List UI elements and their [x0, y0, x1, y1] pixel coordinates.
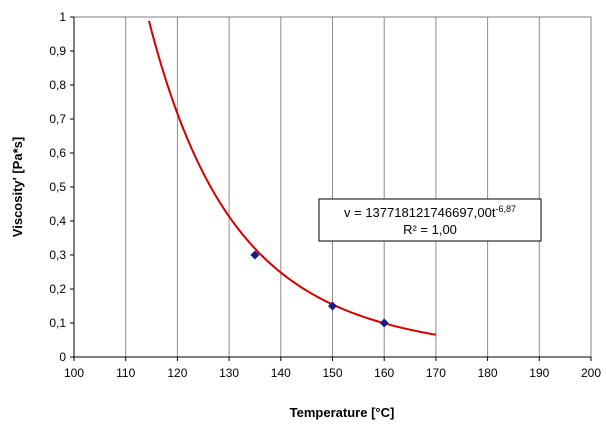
- equation-text: v = 137718121746697,00t-6,87: [344, 204, 516, 220]
- x-tick-label: 110: [116, 366, 135, 380]
- y-tick-label: 0,2: [49, 282, 66, 296]
- x-tick-label: 200: [581, 366, 601, 380]
- data-points-layer: [250, 250, 389, 328]
- y-tick-label: 0: [59, 350, 66, 364]
- y-tick-label: 0,1: [49, 316, 66, 330]
- y-tick-label: 0,3: [49, 248, 66, 262]
- x-tick-label: 180: [478, 366, 498, 380]
- x-tick-label: 190: [529, 366, 549, 380]
- x-tick-label: 130: [219, 366, 239, 380]
- y-axis-ticks: 0 0,1 0,2 0,3 0,4 0,5 0,6 0,7 0,8 0,9 1: [49, 10, 74, 364]
- x-tick-label: 120: [167, 366, 187, 380]
- y-tick-label: 0,5: [49, 180, 66, 194]
- equation-box: v = 137718121746697,00t-6,87 R² = 1,00: [318, 198, 542, 242]
- x-tick-label: 140: [271, 366, 291, 380]
- x-tick-label: 160: [374, 366, 394, 380]
- data-point: [250, 250, 260, 260]
- y-tick-label: 1: [59, 10, 66, 24]
- x-tick-label: 170: [426, 366, 446, 380]
- trendline-layer: [147, 20, 437, 336]
- y-tick-label: 0,9: [49, 44, 66, 58]
- y-tick-label: 0,6: [49, 146, 66, 160]
- equation-prefix: v = 137718121746697,00t: [344, 205, 496, 220]
- x-tick-label: 150: [322, 366, 342, 380]
- data-point: [328, 301, 337, 311]
- x-tick-label: 100: [64, 366, 84, 380]
- y-tick-label: 0,4: [49, 214, 66, 228]
- y-axis-title: Viscosity' [Pa*s]: [10, 137, 25, 237]
- data-point: [379, 318, 389, 328]
- equation-exponent: -6,87: [495, 204, 516, 214]
- x-axis-title: Temperature [°C]: [290, 405, 395, 420]
- y-tick-label: 0,8: [49, 78, 66, 92]
- power-trendline: [147, 20, 437, 336]
- r-squared-text: R² = 1,00: [403, 222, 457, 237]
- y-tick-label: 0,7: [49, 112, 66, 126]
- x-axis-ticks: 100 110 120 130 140 150 160 170 180 190 200: [64, 357, 601, 380]
